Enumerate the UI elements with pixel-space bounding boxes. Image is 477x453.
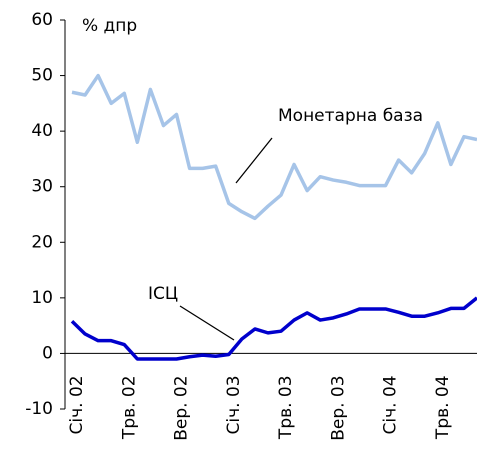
x-tick-label: Трв. 04 <box>433 375 453 440</box>
x-tick-label: Вер. 02 <box>172 375 192 440</box>
x-tick-label: Вер. 03 <box>328 375 348 440</box>
x-tick-label: Січ. 02 <box>67 375 87 434</box>
y-tick-label: 50 <box>31 66 53 86</box>
data-line <box>71 73 477 221</box>
data-line <box>70 296 477 361</box>
annotation: ІСЦ <box>148 284 178 304</box>
x-tick-label: Трв. 03 <box>276 375 296 440</box>
y-tick-label: 40 <box>31 121 53 141</box>
leader-line <box>179 305 235 341</box>
y-tick-label: 20 <box>31 232 53 252</box>
y-tick-label: 60 <box>31 10 53 30</box>
x-tick-label: Трв. 02 <box>119 375 139 440</box>
annotation: Монетарна база <box>278 106 423 126</box>
x-tick-label: Січ. 04 <box>381 375 401 434</box>
x-tick-label: Січ. 03 <box>224 375 244 434</box>
leader-line <box>235 137 273 184</box>
y-tick-label: 10 <box>31 288 53 308</box>
y-axis-label: % дпр <box>82 16 137 36</box>
y-tick-label: 0 <box>42 343 53 363</box>
y-tick-label: 30 <box>31 177 53 197</box>
y-tick-label: -10 <box>25 399 53 419</box>
